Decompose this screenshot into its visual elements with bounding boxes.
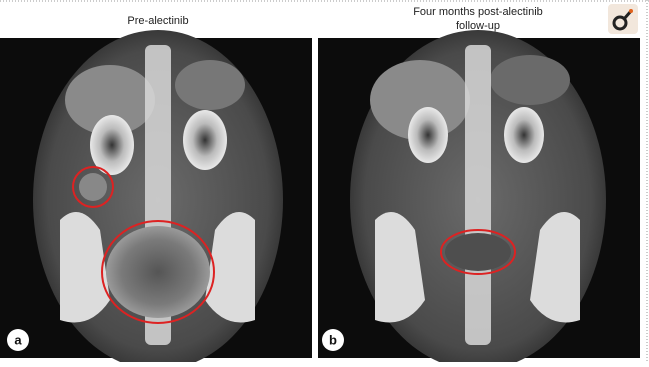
panel-label: b	[329, 333, 337, 348]
ct-panel-b	[318, 30, 640, 367]
logo-icon	[608, 4, 638, 34]
panel-title: follow-up	[456, 20, 500, 32]
panel-title: Pre-alectinib	[127, 15, 188, 27]
panel-label: a	[14, 333, 22, 348]
ct-panel-a	[0, 30, 312, 367]
panel-title: Four months post-alectinib	[413, 6, 543, 18]
